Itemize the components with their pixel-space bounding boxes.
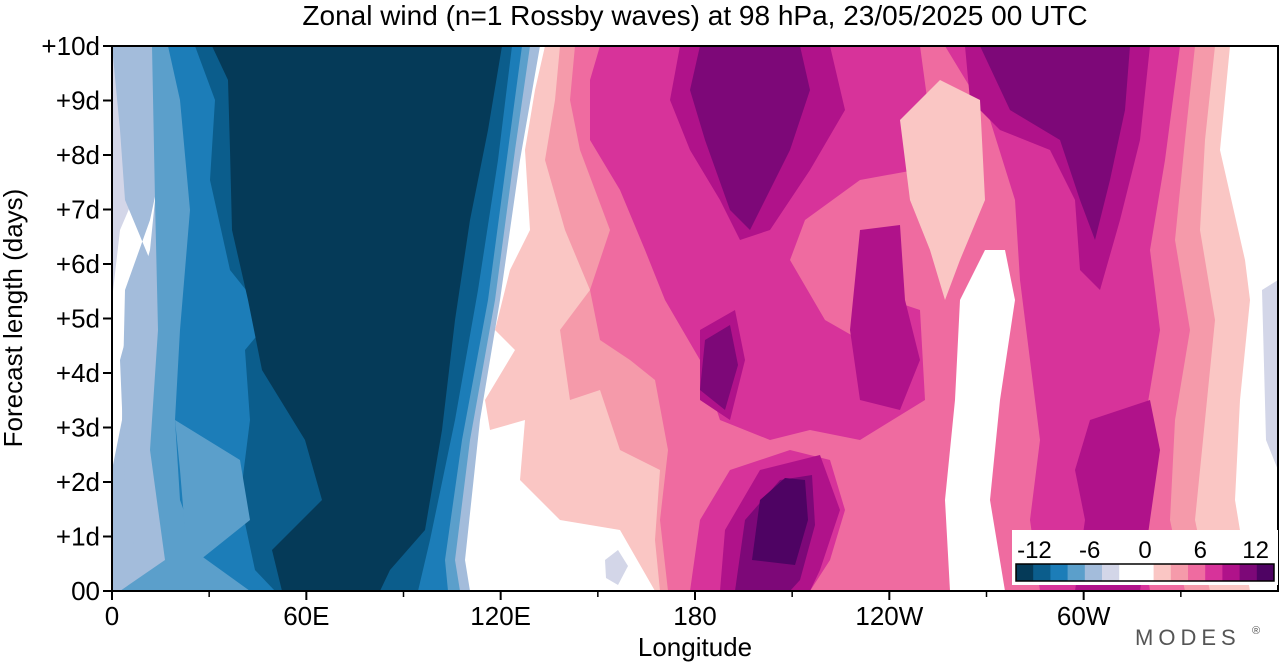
contour-pos-1-gap xyxy=(900,80,985,300)
y-tick-label: +8d xyxy=(56,140,100,170)
contour-zero-gap xyxy=(945,250,1015,591)
contour-pos-4 xyxy=(590,46,930,440)
colorbar-label: 12 xyxy=(1242,537,1269,564)
colorbar-swatch xyxy=(1136,564,1155,581)
colorbar-swatch xyxy=(1067,564,1086,581)
colorbar-label: -6 xyxy=(1079,537,1100,564)
modes-logo: MODES ® xyxy=(1135,625,1260,650)
colorbar: -12 -6 0 6 12 xyxy=(1012,530,1278,585)
colorbar-swatch xyxy=(1239,564,1258,581)
x-axis-label: Longitude xyxy=(638,632,752,662)
chart-title: Zonal wind (n=1 Rossby waves) at 98 hPa,… xyxy=(302,0,1087,31)
colorbar-swatch xyxy=(1188,564,1206,581)
modes-logo-text: MODES xyxy=(1135,625,1241,650)
x-tick-label: 120W xyxy=(855,601,923,631)
colorbar-swatch xyxy=(1050,564,1069,581)
colorbar-swatch xyxy=(1102,564,1120,581)
colorbar-swatch xyxy=(1119,564,1137,581)
contour-neg-2c xyxy=(1262,280,1278,470)
y-tick-label: +1d xyxy=(56,522,100,552)
y-tick-label: 00 xyxy=(71,576,100,606)
colorbar-label: -12 xyxy=(1017,537,1052,564)
colorbar-label: 6 xyxy=(1194,537,1207,564)
y-axis-label: Forecast length (days) xyxy=(0,189,28,448)
y-tick-label: +6d xyxy=(56,249,100,279)
y-tick-label: +4d xyxy=(56,358,100,388)
x-tick-label: 60W xyxy=(1057,601,1111,631)
contour-pos-6c xyxy=(980,46,1130,240)
colorbar-swatch xyxy=(1256,564,1275,581)
contour-neg-7 xyxy=(212,46,502,591)
y-tick-label: +7d xyxy=(56,195,100,225)
x-tick-label: 120E xyxy=(470,601,531,631)
x-tick-label: 60E xyxy=(283,601,329,631)
colorbar-swatch xyxy=(1153,564,1172,581)
colorbar-swatch xyxy=(1084,564,1103,581)
wind-field xyxy=(112,46,1278,591)
registered-mark: ® xyxy=(1252,625,1260,637)
y-tick-label: +9d xyxy=(56,86,100,116)
contour-pos-5c xyxy=(850,225,920,410)
colorbar-swatch xyxy=(1033,564,1051,581)
y-tick-label: +2d xyxy=(56,467,100,497)
contour-pos-6 xyxy=(690,46,810,230)
colorbar-frame xyxy=(1015,563,1275,582)
contour-neg-2b xyxy=(605,550,628,585)
colorbar-swatch xyxy=(1016,564,1034,581)
y-tick-label: +3d xyxy=(56,413,100,443)
colorbar-label: 0 xyxy=(1138,537,1151,564)
y-tick-label: +10d xyxy=(41,31,100,61)
contour-neg-4c xyxy=(175,420,250,560)
x-tick-label: 0 xyxy=(105,601,119,631)
y-axis: 00 +1d +2d +3d +4d +5d +6d +7d +8d +9d +10d xyxy=(41,31,112,606)
colorbar-swatch xyxy=(1170,564,1189,581)
x-tick-label: 180 xyxy=(673,601,716,631)
colorbar-swatch xyxy=(1205,564,1223,581)
contour-pos-7 xyxy=(752,478,808,565)
colorbar-swatch xyxy=(1222,564,1241,581)
x-axis: 0 60E 120E 180 120W 60W xyxy=(105,591,1182,631)
y-tick-label: +5d xyxy=(56,304,100,334)
contour-pos-6b xyxy=(700,325,738,410)
